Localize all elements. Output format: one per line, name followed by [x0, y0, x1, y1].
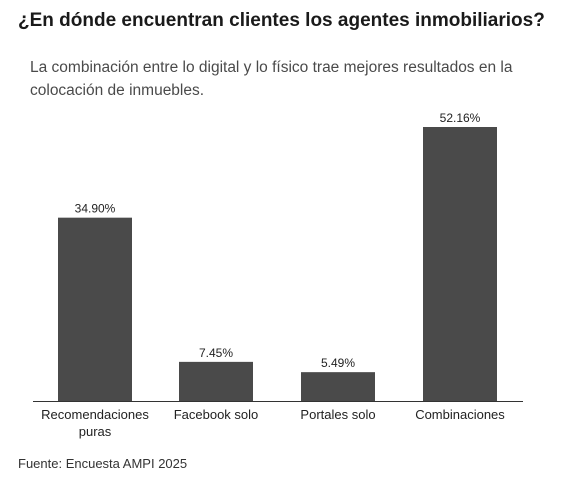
- value-label-2: 7.45%: [199, 346, 233, 360]
- category-label-1-line-2: puras: [79, 424, 112, 439]
- bar-3: [301, 372, 375, 401]
- value-label-4: 52.16%: [440, 111, 481, 125]
- category-label-1-line-1: Recomendaciones: [41, 407, 149, 422]
- bar-2: [179, 361, 253, 401]
- category-label-2: Facebook solo: [174, 407, 259, 422]
- category-label-3: Portales solo: [300, 407, 375, 422]
- source-note: Fuente: Encuesta AMPI 2025: [18, 456, 188, 471]
- value-label-1: 34.90%: [75, 202, 116, 216]
- value-label-3: 5.49%: [321, 356, 355, 370]
- chart-subtitle: La combinación entre lo digital y lo fís…: [30, 59, 513, 99]
- chart-title: ¿En dónde encuentran clientes los agente…: [18, 10, 545, 31]
- bar-1: [58, 217, 132, 401]
- bar-4: [423, 127, 497, 401]
- category-label-4: Combinaciones: [415, 407, 505, 422]
